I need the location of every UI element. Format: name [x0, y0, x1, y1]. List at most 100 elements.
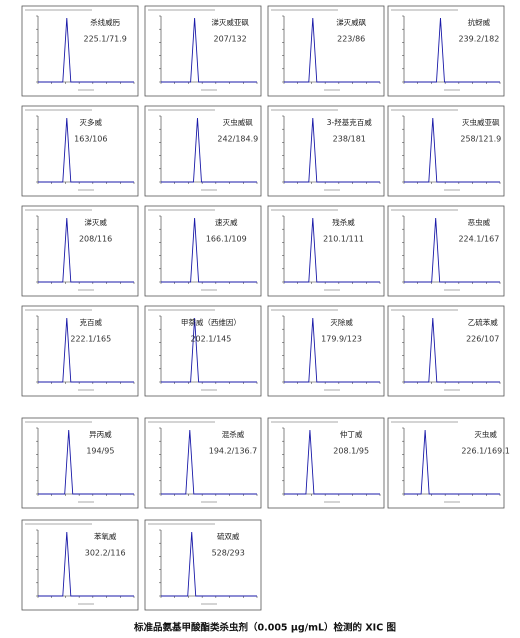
panel-border [387, 205, 505, 297]
xic-panel: 涕灭威砜 223/86 [267, 5, 385, 97]
compound-name: 涕灭威砜 [336, 17, 366, 27]
transition: 223/86 [337, 35, 365, 44]
xic-panel: 克百威 222.1/165 [21, 305, 139, 397]
compound-name: 异丙威 [89, 429, 112, 439]
transition: 208/116 [79, 235, 112, 244]
xic-panel: 乙硫苯威 226/107 [387, 305, 505, 397]
xic-panel: 抗蚜威 239.2/182 [387, 5, 505, 97]
panel-border [144, 417, 262, 509]
compound-name: 涕灭威 [84, 217, 107, 227]
compound-name: 灭虫威砜 [223, 117, 253, 127]
xic-panel: 3-羟基克百威 238/181 [267, 105, 385, 197]
xic-panel: 灭虫威 226.1/169.1 [387, 417, 510, 509]
xic-panel: 速灭威 166.1/109 [144, 205, 262, 297]
panel-border [267, 105, 385, 197]
xic-panel: 苯氧威 302.2/116 [21, 519, 139, 611]
xic-panel: 仲丁威 208.1/95 [267, 417, 385, 509]
compound-name: 灭虫威 [474, 429, 497, 439]
caption: 标准品氨基甲酸酯类杀虫剂（0.005 μg/mL）检测的 XIC 图 [133, 622, 396, 634]
panel-border [144, 5, 262, 97]
compound-name: 克百威 [80, 317, 103, 327]
xic-panel: 甲萘威（西维因） 202.1/145 [144, 305, 262, 397]
xic-panel: 异丙威 194/95 [21, 417, 139, 509]
compound-name: 灭虫威亚砜 [462, 117, 500, 127]
transition: 258/121.9 [460, 135, 501, 144]
transition: 179.9/123 [321, 335, 362, 344]
peak [161, 429, 257, 495]
panel-border [387, 105, 505, 197]
compound-name: 恶虫威 [468, 217, 491, 227]
peak [404, 117, 500, 183]
peak [284, 217, 380, 283]
transition: 194.2/136.7 [209, 447, 258, 456]
transition: 222.1/165 [70, 335, 111, 344]
xic-panel: 灭多威 163/106 [21, 105, 139, 197]
transition: 238/181 [333, 135, 366, 144]
peak [284, 317, 380, 383]
xic-panel: 涕灭威亚砜 207/132 [144, 5, 262, 97]
panel-border [144, 305, 262, 397]
panel-border [387, 417, 505, 509]
compound-name: 混杀威 [222, 429, 245, 439]
compound-name: 涕灭威亚砜 [211, 17, 249, 27]
compound-name: 仲丁威 [340, 429, 363, 439]
panel-border [267, 205, 385, 297]
peak [161, 217, 257, 283]
compound-name: 3-羟基克百威 [327, 117, 372, 127]
panel-border [267, 417, 385, 509]
peak [38, 531, 134, 597]
panel-border [21, 205, 139, 297]
compound-name: 杀线威肟 [90, 17, 120, 27]
compound-name: 速灭威 [215, 217, 238, 227]
transition: 239.2/182 [458, 35, 499, 44]
peak [404, 17, 500, 83]
peak [161, 531, 257, 597]
transition: 225.1/71.9 [83, 35, 126, 44]
xic-panel: 残杀威 210.1/111 [267, 205, 385, 297]
panel-border [267, 305, 385, 397]
panel-border [144, 519, 262, 611]
panel-border [144, 205, 262, 297]
peak [161, 317, 257, 383]
panel-border [21, 417, 139, 509]
xic-panel: 涕灭威 208/116 [21, 205, 139, 297]
xic-panel: 灭虫威亚砜 258/121.9 [387, 105, 505, 197]
xic-panel: 硫双威 528/293 [144, 519, 262, 611]
compound-name: 乙硫苯威 [468, 317, 498, 327]
xic-panel: 杀线威肟 225.1/71.9 [21, 5, 139, 97]
xic-panel: 恶虫威 224.1/167 [387, 205, 505, 297]
transition: 202.1/145 [190, 335, 231, 344]
panel-border [21, 305, 139, 397]
compound-name: 苯氧威 [94, 531, 117, 541]
transition: 194/95 [86, 447, 114, 456]
peak [404, 317, 500, 383]
panel-border [387, 5, 505, 97]
xic-panel: 灭除威 179.9/123 [267, 305, 385, 397]
transition: 163/106 [74, 135, 107, 144]
compound-name: 残杀威 [332, 217, 355, 227]
panel-border [387, 305, 505, 397]
transition: 226.1/169.1 [461, 447, 510, 456]
transition: 207/132 [214, 35, 247, 44]
peak [284, 429, 380, 495]
compound-name: 抗蚜威 [468, 17, 491, 27]
peak [404, 217, 500, 283]
compound-name: 甲萘威（西维因） [181, 317, 241, 327]
peak [38, 117, 134, 183]
transition: 224.1/167 [458, 235, 499, 244]
compound-name: 硫双威 [217, 531, 240, 541]
peak [38, 317, 134, 383]
panel-border [144, 105, 262, 197]
peak [38, 217, 134, 283]
transition: 302.2/116 [85, 549, 126, 558]
panel-border [267, 5, 385, 97]
transition: 242/184.9 [217, 135, 258, 144]
peak [38, 17, 134, 83]
xic-panel: 灭虫威砜 242/184.9 [144, 105, 262, 197]
transition: 166.1/109 [206, 235, 247, 244]
compound-name: 灭多威 [80, 117, 103, 127]
peak [284, 117, 380, 183]
transition: 226/107 [466, 335, 499, 344]
panel-border [21, 5, 139, 97]
xic-panel: 混杀威 194.2/136.7 [144, 417, 262, 509]
